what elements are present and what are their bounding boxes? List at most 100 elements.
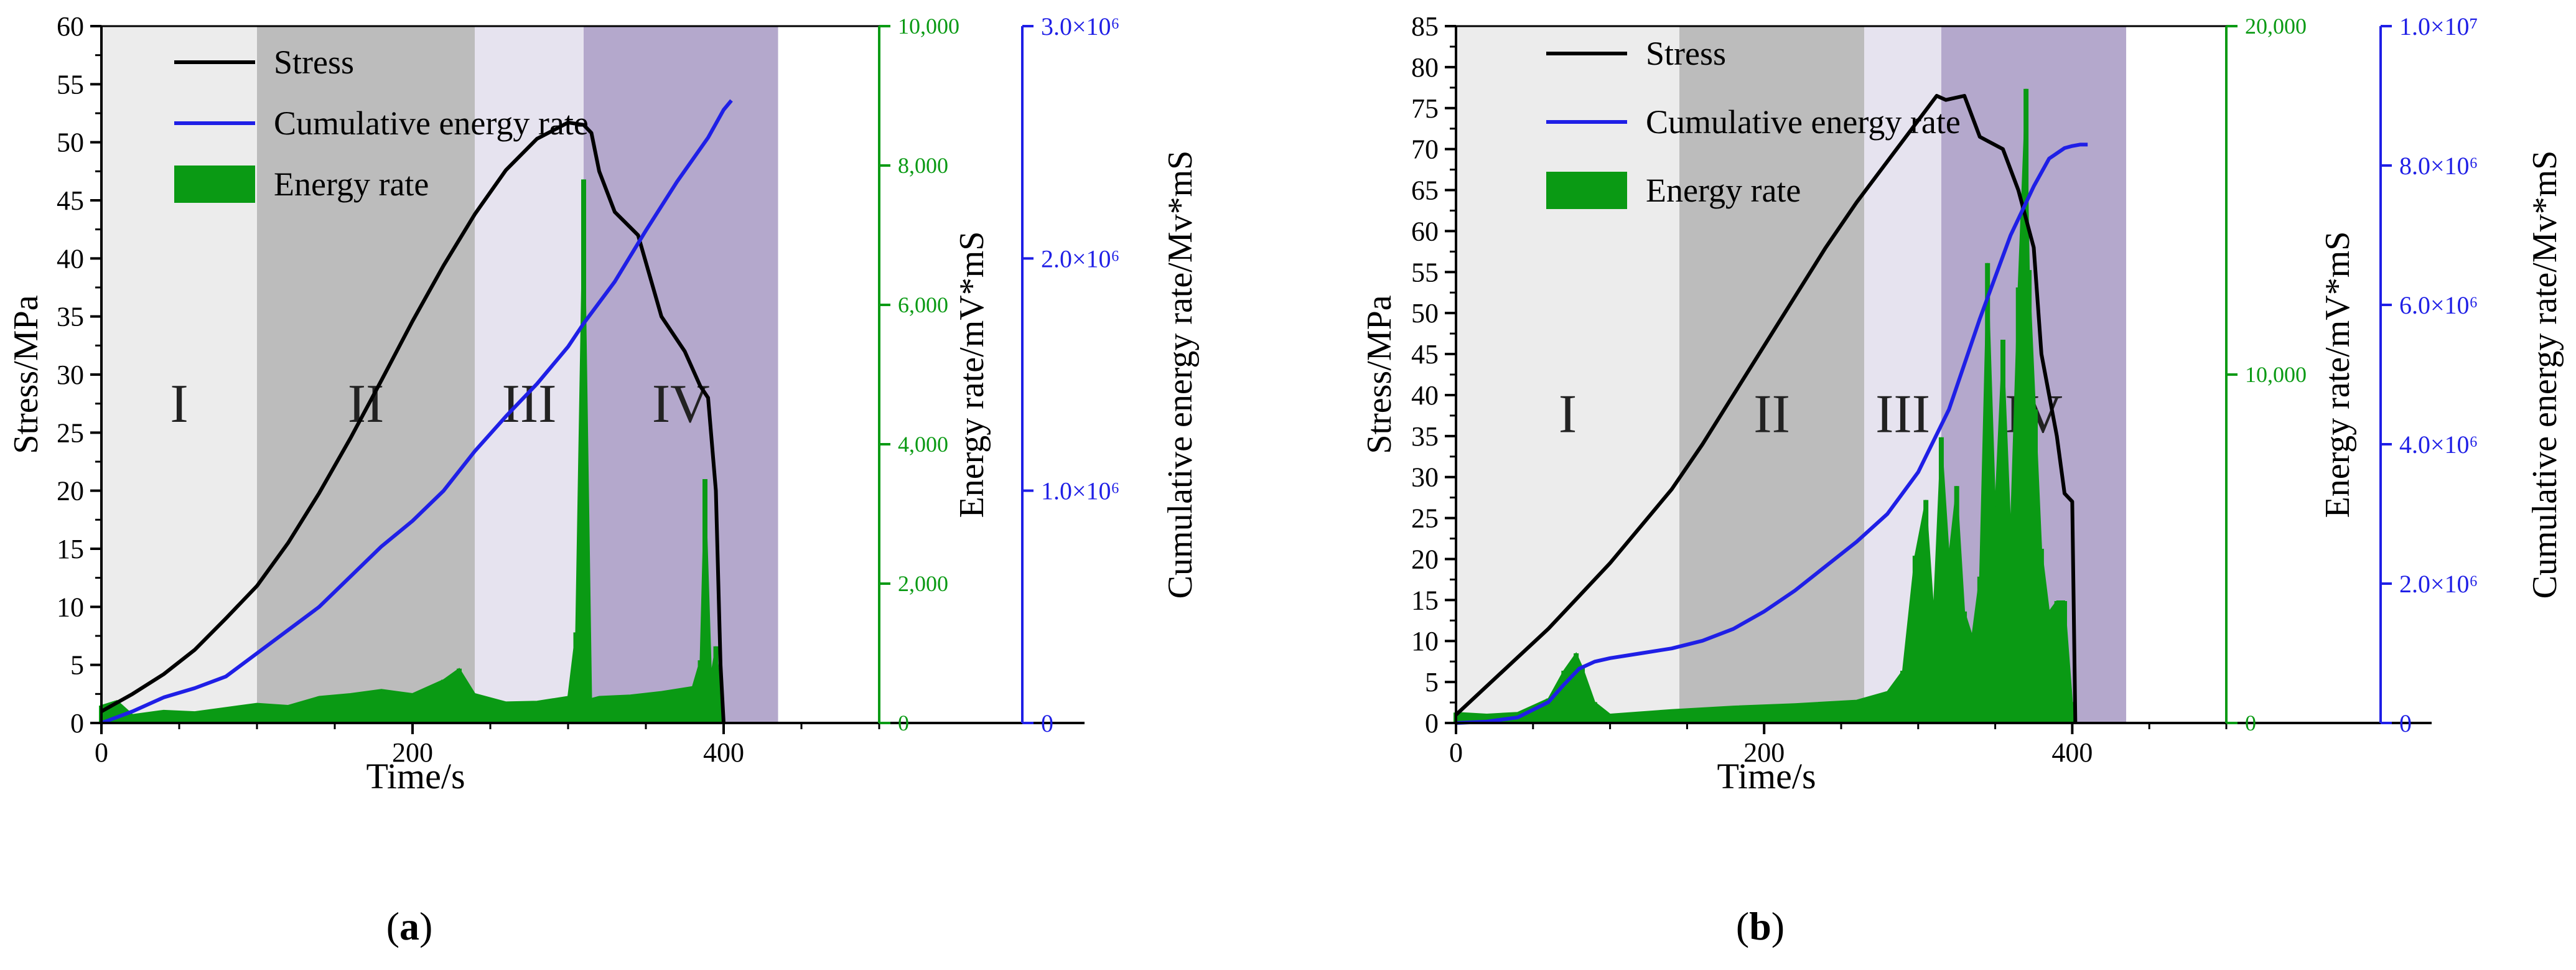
legend-label: Stress <box>1646 35 1726 72</box>
energy-bar <box>1977 576 1982 723</box>
stress-tick-label: 40 <box>57 243 84 274</box>
stress-tick-label: 0 <box>70 708 84 739</box>
energy-tick-label: 0 <box>898 711 909 735</box>
stress-tick-label: 45 <box>1411 339 1439 370</box>
energy-bar <box>317 696 322 723</box>
panel-label: (a) <box>386 904 433 948</box>
stress-tick-label: 85 <box>1411 11 1439 42</box>
series-group <box>99 99 733 725</box>
cumulative-axis-title: Cumulative energy rate/Mv*mS <box>2526 151 2564 599</box>
energy-bar <box>1900 671 1906 723</box>
legend-swatch-energy <box>1546 172 1627 209</box>
cumulative-tick-label: 0 <box>1041 709 1053 737</box>
energy-bar <box>698 660 703 723</box>
stress-tick-label: 25 <box>1411 503 1439 534</box>
energy-bar <box>192 712 197 723</box>
cumulative-tick-label: 0 <box>2399 709 2412 737</box>
energy-tick-label: 2,000 <box>898 571 948 596</box>
cumulative-tick-label: 4.0×10⁶ <box>2399 431 2478 459</box>
energy-tick-label: 20,000 <box>2245 14 2307 39</box>
energy-bar <box>114 701 119 723</box>
stress-tick-label: 60 <box>1411 216 1439 246</box>
legend: Stress Cumulative energy rate Energy rate <box>1546 35 1961 209</box>
energy-bar <box>2038 549 2044 723</box>
series-energy-rate <box>1455 88 2076 724</box>
x-tick-label: 0 <box>95 737 108 768</box>
energy-bar <box>1561 671 1567 723</box>
energy-bar <box>1580 667 1585 723</box>
stress-tick-label: 50 <box>57 128 84 158</box>
stress-tick-label: 70 <box>1411 134 1439 165</box>
stress-tick-label: 15 <box>1411 585 1439 615</box>
energy-bar <box>659 691 664 723</box>
energy-bar <box>410 693 415 723</box>
stage-band-2 <box>257 26 475 723</box>
x-tick-label: 400 <box>2051 737 2093 768</box>
energy-bar <box>1931 611 1936 723</box>
stage-label-3: III <box>502 374 557 434</box>
energy-bar <box>2046 611 2052 723</box>
stress-tick-label: 50 <box>1411 298 1439 329</box>
x-tick-label: 200 <box>1743 737 1785 768</box>
energy-bar <box>379 689 384 723</box>
energy-bar <box>1669 709 1674 723</box>
energy-bar <box>1969 636 1975 723</box>
energy-bar <box>566 696 571 723</box>
stress-tick-label: 5 <box>1425 667 1439 697</box>
stress-tick-label: 75 <box>1411 93 1439 124</box>
cumulative-tick-label: 1.0×10⁷ <box>2399 12 2478 40</box>
cumulative-tick-label: 2.0×10⁶ <box>2399 570 2478 598</box>
energy-bar <box>286 706 291 723</box>
stress-tick-label: 25 <box>57 417 84 448</box>
energy-bar <box>1592 702 1597 723</box>
energy-bar <box>161 710 166 723</box>
cumulative-tick-label: 3.0×10⁶ <box>1041 12 1120 40</box>
stress-tick-label: 60 <box>57 11 84 42</box>
energy-bar <box>2015 287 2021 723</box>
energy-bar <box>1730 706 1736 723</box>
stage-label-2: II <box>1753 385 1790 445</box>
stress-tick-label: 40 <box>1411 380 1439 411</box>
energy-tick-label: 10,000 <box>898 14 959 39</box>
stage-band-3 <box>475 26 584 723</box>
energy-axis-title: Energy rate/mV*mS <box>2318 231 2357 518</box>
energy-bar <box>1923 500 1929 723</box>
stress-tick-label: 35 <box>1411 421 1439 452</box>
energy-bar <box>348 693 353 723</box>
energy-bar <box>1938 437 1944 723</box>
cumulative-tick-label: 1.0×10⁶ <box>1041 477 1120 505</box>
x-tick-label: 400 <box>703 737 744 768</box>
energy-bar <box>2062 601 2068 723</box>
stress-tick-label: 20 <box>1411 544 1439 574</box>
legend-label: Energy rate <box>1646 172 1801 209</box>
energy-tick-label: 6,000 <box>898 292 948 317</box>
stress-tick-label: 5 <box>70 650 84 681</box>
stage-bands <box>101 26 778 723</box>
x-axis-title: Time/s <box>366 756 465 796</box>
energy-bar <box>718 688 723 723</box>
energy-bar <box>702 479 707 723</box>
energy-tick-label: 8,000 <box>898 153 948 178</box>
stress-tick-label: 65 <box>1411 175 1439 206</box>
legend-label: Stress <box>274 44 354 81</box>
x-tick-label: 200 <box>392 737 433 768</box>
x-axis-title: Time/s <box>1717 756 1816 796</box>
series-stress <box>100 120 726 724</box>
legend-label: Cumulative energy rate <box>1646 103 1961 141</box>
energy-bar <box>573 632 579 723</box>
energy-bar <box>457 668 462 723</box>
energy-bar <box>1912 556 1918 723</box>
energy-bar <box>2008 531 2014 723</box>
stress-tick-label: 55 <box>1411 257 1439 287</box>
energy-bar <box>2027 270 2032 723</box>
energy-bar <box>1992 506 1998 723</box>
legend: Stress Cumulative energy rate Energy rate <box>174 44 589 203</box>
stress-tick-label: 15 <box>57 534 84 564</box>
energy-bar <box>581 179 586 723</box>
axes: 0 200 400 0 5 10 15 20 25 30 35 40 45 50 55 60 65 70 75 80 8… <box>1411 11 2478 768</box>
energy-bar <box>2054 601 2060 723</box>
energy-bar <box>1985 263 1990 723</box>
energy-bar <box>1885 691 1890 723</box>
cumulative-tick-label: 8.0×10⁶ <box>2399 152 2478 180</box>
